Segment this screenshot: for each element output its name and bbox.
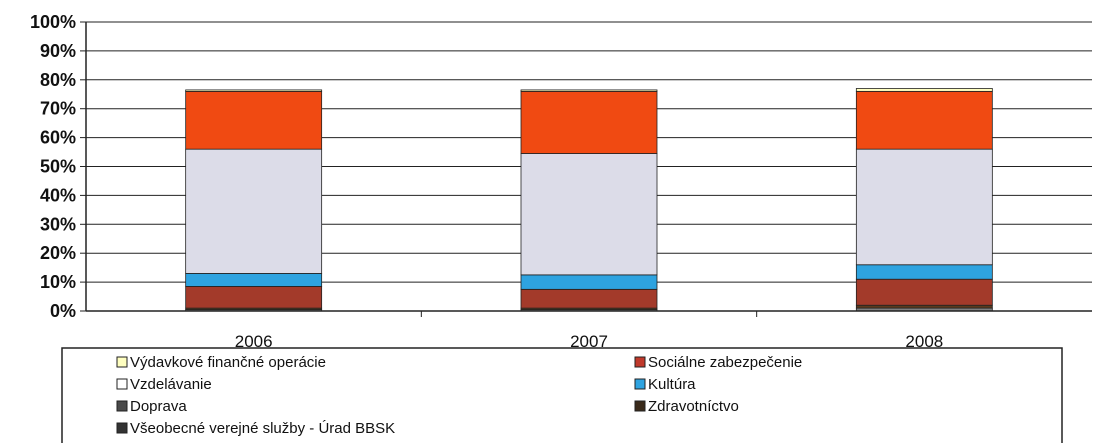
bar-segment [520, 89, 658, 92]
legend-label: Všeobecné verejné služby - Úrad BBSK [130, 420, 395, 437]
legend: Výdavkové finančné operácie Sociálne zabe… [116, 354, 802, 437]
y-tick-label: 50% [40, 157, 76, 177]
x-category-label: 2007 [570, 332, 608, 351]
x-category-label: 2006 [235, 332, 273, 351]
x-axis-category-labels: 2006 2007 2008 [235, 332, 943, 351]
bar-segment [185, 148, 323, 274]
bar-segment [520, 288, 658, 309]
bar-segment [185, 90, 323, 150]
y-tick-label: 70% [40, 99, 76, 119]
y-tick-label: 60% [40, 128, 76, 148]
bar-segment [185, 273, 323, 287]
y-tick-label: 0% [50, 301, 76, 321]
y-tick-label: 100% [30, 12, 76, 32]
legend-swatch [634, 400, 646, 412]
x-category-label: 2008 [905, 332, 943, 351]
legend-label: Zdravotníctvo [648, 398, 739, 415]
legend-box [61, 347, 1063, 443]
legend-swatch [116, 400, 128, 412]
bar-segment [520, 153, 658, 276]
bar-segment [185, 286, 323, 309]
legend-swatch [116, 378, 128, 390]
y-tick-label: 40% [40, 185, 76, 205]
legend-label: Vzdelávanie [130, 376, 212, 393]
bar-segment [855, 278, 993, 306]
bars [185, 88, 993, 312]
y-tick-label: 90% [40, 41, 76, 61]
legend-swatch [634, 356, 646, 368]
bar-segment [855, 148, 993, 266]
legend-swatch [116, 422, 128, 434]
legend-swatch [116, 356, 128, 368]
y-tick-label: 80% [40, 70, 76, 90]
axes [85, 22, 1092, 317]
legend-label: Výdavkové finančné operácie [130, 354, 326, 371]
bar-segment [855, 90, 993, 150]
bar-segment [855, 264, 993, 280]
legend-label: Sociálne zabezpečenie [648, 354, 802, 371]
y-tick-label: 10% [40, 272, 76, 292]
legend-swatch [634, 378, 646, 390]
legend-label: Doprava [130, 398, 187, 415]
y-tick-label: 20% [40, 243, 76, 263]
bar-segment [185, 89, 323, 92]
legend-label: Kultúra [648, 376, 696, 393]
bar-segment [520, 274, 658, 290]
y-axis-tick-labels: 0% 10% 20% 30% 40% 50% 60% 70% 80% 90% 100% [30, 12, 76, 321]
bar-segment [855, 88, 993, 92]
bar-segment [520, 90, 658, 154]
bar-segment [855, 304, 993, 309]
y-tick-label: 30% [40, 214, 76, 234]
